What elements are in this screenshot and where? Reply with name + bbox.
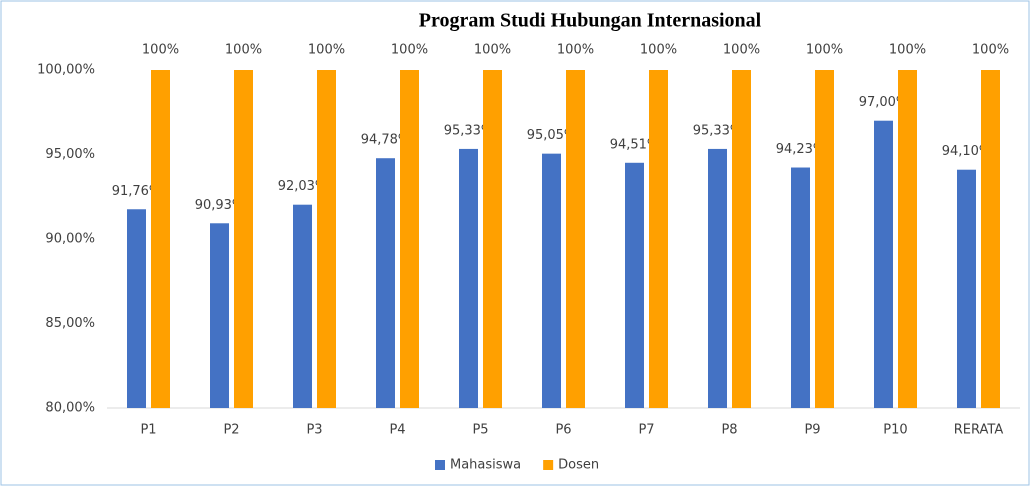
bar xyxy=(293,204,312,408)
y-tick-label: 95,00% xyxy=(45,147,95,162)
bar xyxy=(127,209,146,408)
y-tick-label: 100,00% xyxy=(37,63,95,78)
bar xyxy=(649,70,668,408)
data-label: 97,00% xyxy=(859,95,909,110)
data-label: 94,51% xyxy=(610,137,660,152)
data-label: 100% xyxy=(391,43,428,58)
legend-label: Mahasiswa xyxy=(450,458,521,473)
data-label: 100% xyxy=(474,43,511,58)
x-tick-label: P5 xyxy=(472,423,488,438)
bar xyxy=(400,70,419,408)
data-label: 95,33% xyxy=(444,123,494,138)
x-tick-label: RERATA xyxy=(954,423,1004,438)
x-tick-label: P9 xyxy=(804,423,820,438)
data-label: 100% xyxy=(972,43,1009,58)
bar xyxy=(210,223,229,408)
bar xyxy=(898,70,917,408)
data-label: 100% xyxy=(723,43,760,58)
data-label: 94,78% xyxy=(361,133,411,148)
bar xyxy=(459,148,478,408)
bar xyxy=(234,70,253,408)
bar xyxy=(791,167,810,408)
bar xyxy=(732,70,751,408)
data-label: 92,03% xyxy=(278,179,328,194)
bar xyxy=(151,70,170,408)
data-label: 100% xyxy=(308,43,345,58)
y-tick-label: 80,00% xyxy=(45,401,95,416)
bar xyxy=(981,70,1000,408)
bar xyxy=(957,169,976,408)
data-label: 94,23% xyxy=(776,142,826,157)
bar xyxy=(483,70,502,408)
bar xyxy=(708,148,727,408)
x-tick-label: P8 xyxy=(721,423,737,438)
data-label: 100% xyxy=(806,43,843,58)
x-tick-label: P6 xyxy=(555,423,571,438)
data-label: 100% xyxy=(225,43,262,58)
legend-swatch xyxy=(435,460,445,470)
data-label: 100% xyxy=(557,43,594,58)
bar xyxy=(566,70,585,408)
data-label: 100% xyxy=(142,43,179,58)
x-tick-label: P1 xyxy=(140,423,156,438)
x-tick-label: P7 xyxy=(638,423,654,438)
bar xyxy=(625,162,644,408)
bar xyxy=(317,70,336,408)
legend-swatch xyxy=(543,460,554,470)
y-tick-label: 85,00% xyxy=(45,316,95,331)
data-label: 95,33% xyxy=(693,123,743,138)
x-tick-label: P4 xyxy=(389,423,405,438)
bar xyxy=(376,158,395,408)
x-tick-label: P2 xyxy=(223,423,239,438)
legend-label: Dosen xyxy=(558,458,599,473)
bar xyxy=(874,120,893,408)
data-label: 91,76% xyxy=(112,184,162,199)
data-label: 100% xyxy=(640,43,677,58)
data-label: 95,05% xyxy=(527,128,577,143)
x-tick-label: P10 xyxy=(883,423,907,438)
chart-title: Program Studi Hubungan Internasional xyxy=(419,10,762,32)
x-tick-label: P3 xyxy=(306,423,322,438)
data-label: 90,93% xyxy=(195,198,245,213)
y-tick-label: 90,00% xyxy=(45,232,95,247)
bar xyxy=(542,153,561,408)
data-label: 100% xyxy=(889,43,926,58)
bar xyxy=(815,70,834,408)
data-label: 94,10% xyxy=(942,144,992,159)
